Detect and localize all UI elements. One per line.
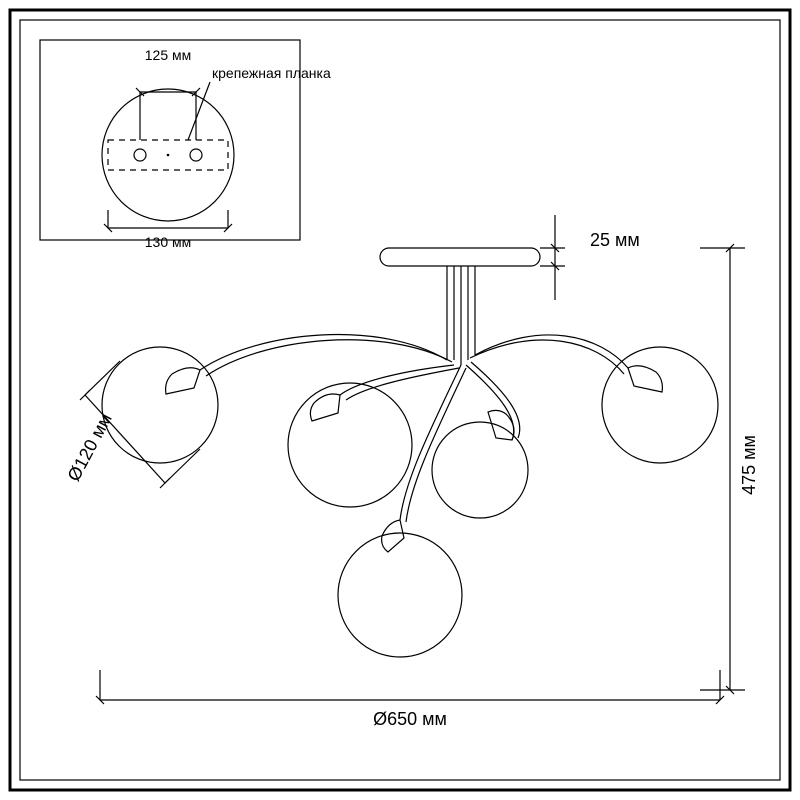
dim-mount-height: 25 мм: [540, 215, 640, 300]
mount-hole-right: [190, 149, 202, 161]
inset-detail: 125 мм крепежная планка 130 мм: [40, 40, 331, 250]
dim-base-diameter: 130 мм: [104, 210, 232, 250]
label-overall-diameter: Ø650 мм: [373, 709, 447, 729]
label-slot-width: 125 мм: [145, 47, 192, 63]
ceiling-mount: [380, 248, 540, 365]
border-outer: [10, 10, 790, 790]
globe-5: [602, 347, 718, 463]
label-mount-height: 25 мм: [590, 230, 640, 250]
label-mount-caption: крепежная планка: [212, 65, 331, 81]
center-dot: [167, 154, 170, 157]
globe-2: [288, 383, 412, 507]
arms: [200, 335, 628, 522]
dim-globe-diameter: Ø120 мм: [64, 361, 200, 488]
chandelier: Ø120 мм: [64, 248, 718, 657]
globe-1: [102, 347, 218, 463]
label-overall-height: 475 мм: [739, 435, 759, 495]
border-inner: [20, 20, 780, 780]
globe-3: [432, 422, 528, 518]
leader-caption: [188, 82, 210, 140]
mount-hole-left: [134, 149, 146, 161]
label-base-diameter: 130 мм: [145, 234, 192, 250]
technical-drawing: 125 мм крепежная планка 130 мм: [0, 0, 800, 800]
label-globe-diameter: Ø120 мм: [64, 410, 116, 485]
sockets: [166, 366, 663, 552]
dim-overall-height: 475 мм: [700, 244, 759, 694]
dim-overall-diameter: Ø650 мм: [96, 670, 724, 729]
globe-4: [338, 533, 462, 657]
